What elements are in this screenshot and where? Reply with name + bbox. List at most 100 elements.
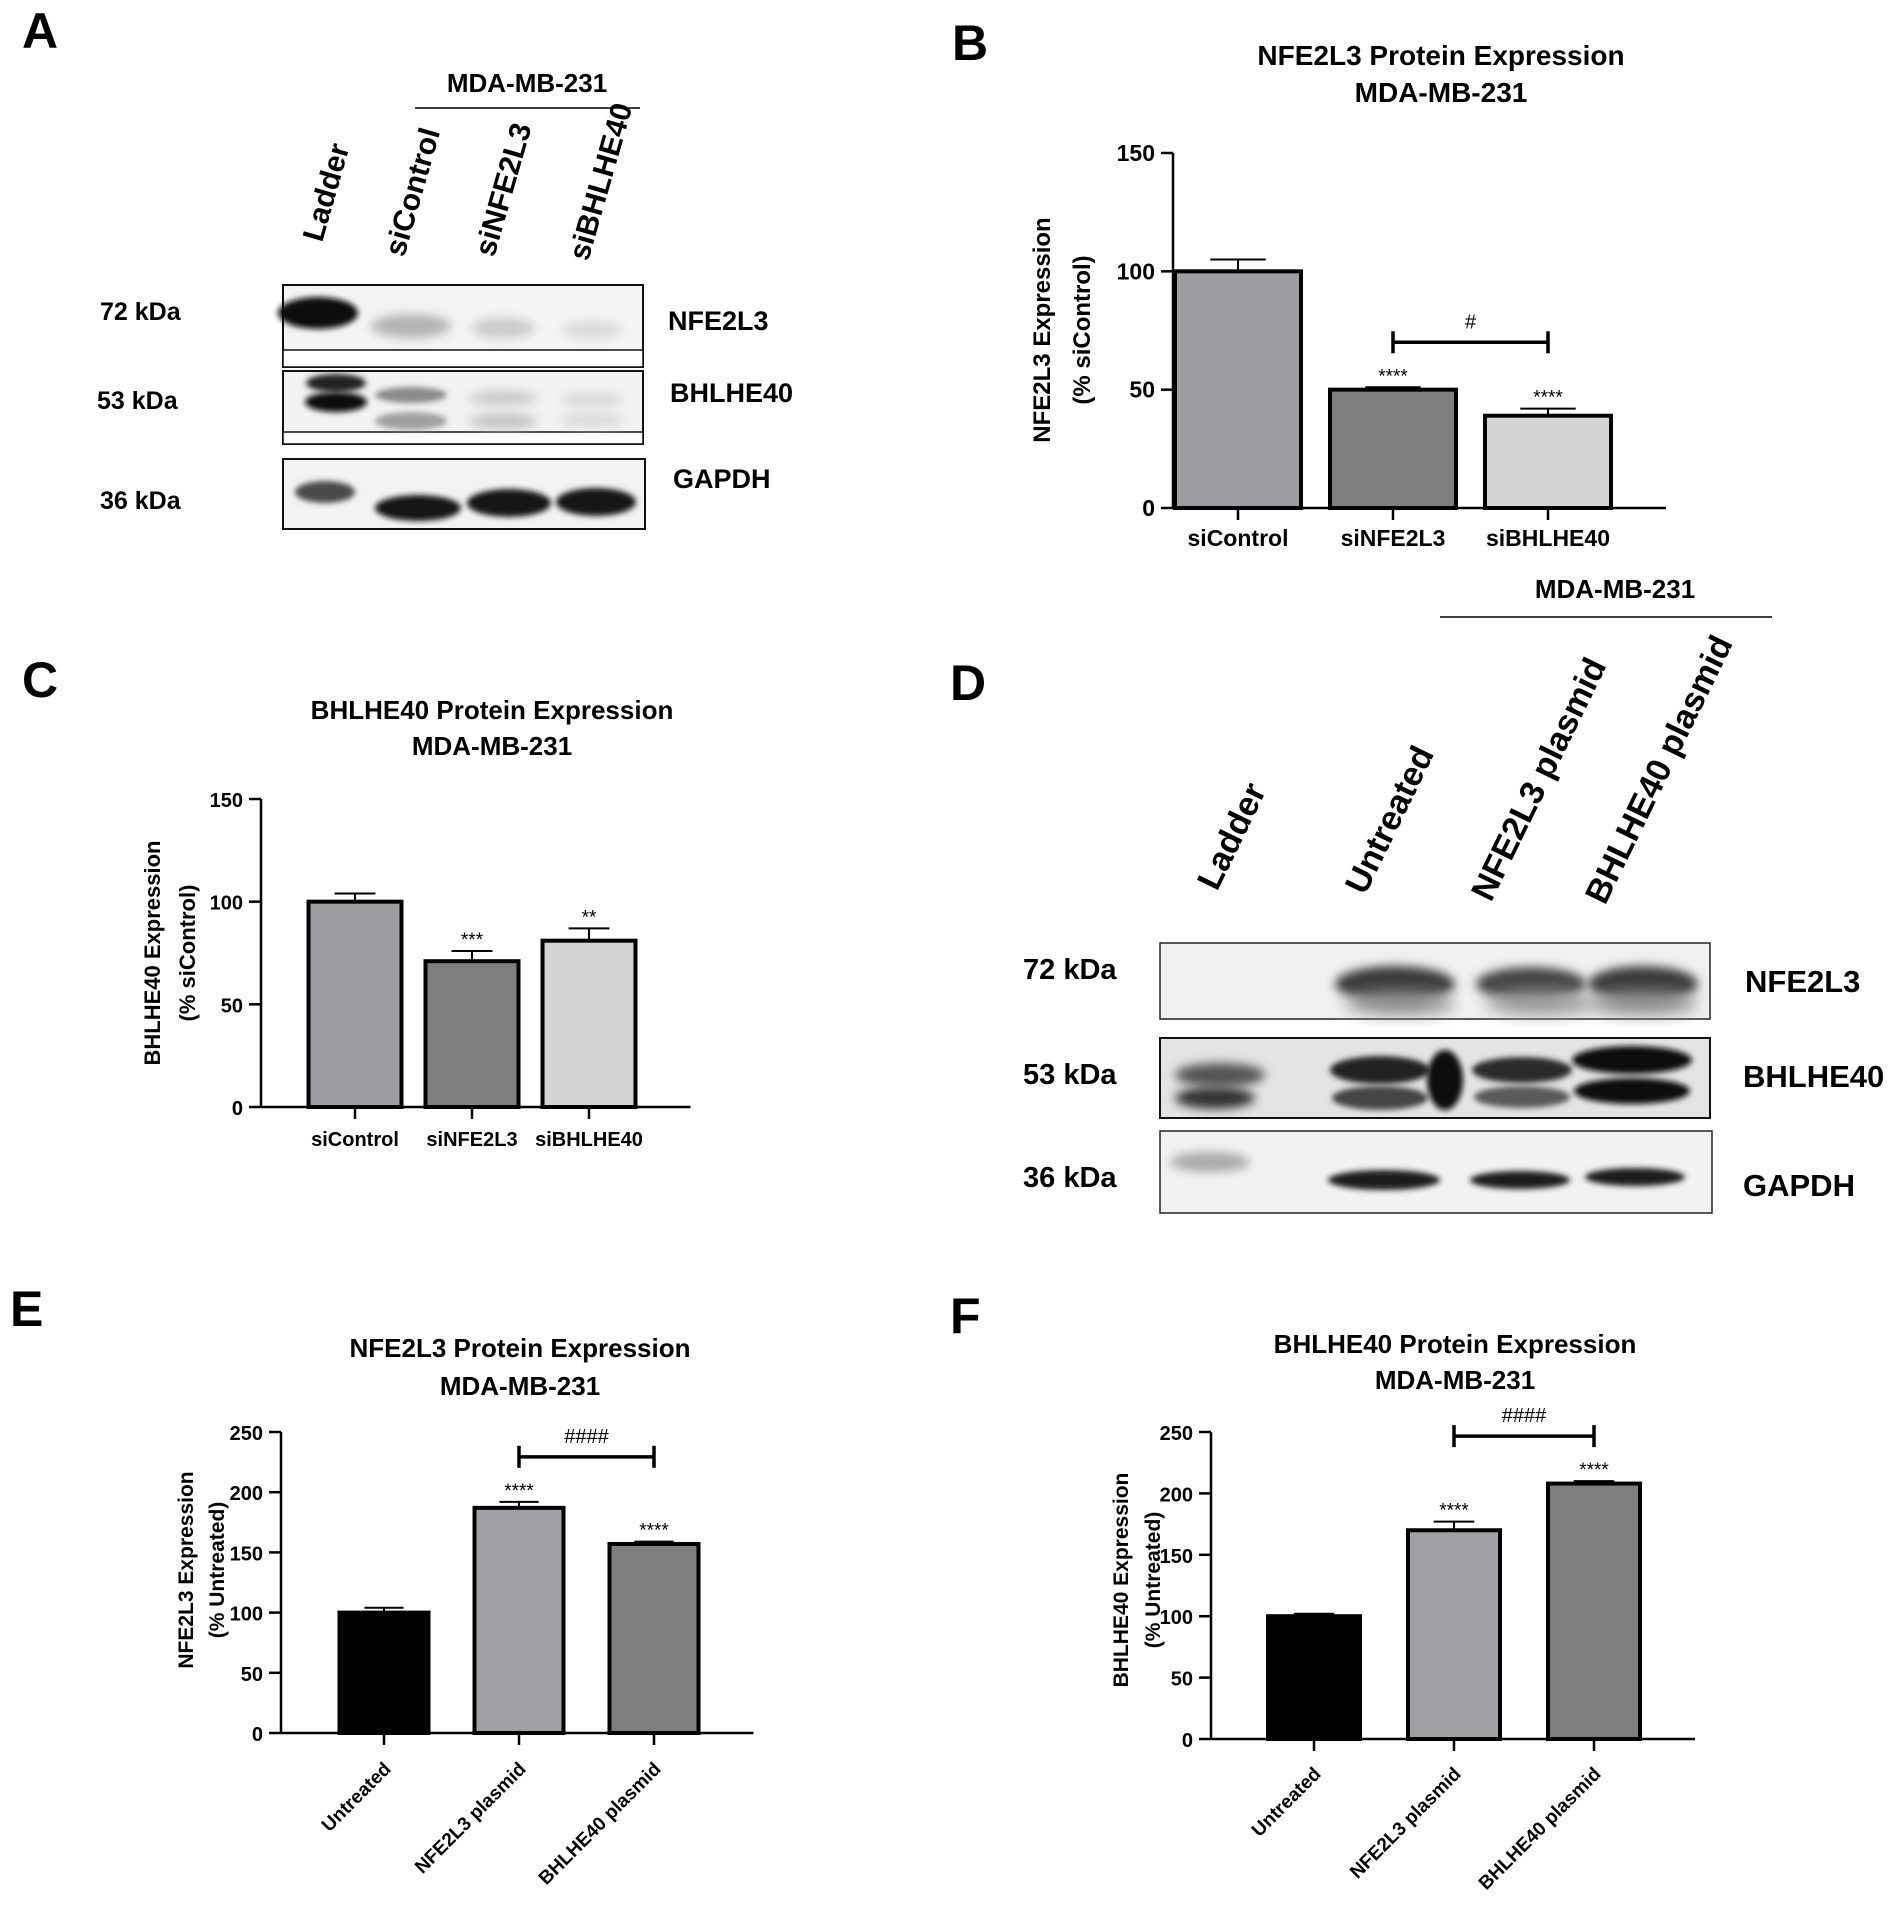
chart-b-category-label: siControl — [1188, 525, 1289, 551]
chart-b-category-label: siNFE2L3 — [1341, 525, 1446, 551]
panel-label-e: E — [10, 1281, 43, 1337]
blot-a-strip-nfe2l3 — [278, 284, 644, 368]
chart-b-ytick-label: 100 — [1117, 258, 1155, 284]
chart-e-significance: **** — [504, 1481, 534, 1502]
blot-a-protein-nfe2l3: NFE2L3 — [668, 306, 769, 336]
chart-f-ytick-label: 200 — [1160, 1484, 1193, 1506]
blot-a-strip-bhlhe40 — [282, 370, 644, 445]
chart-f-ylabel: BHLHE40 Expression — [1110, 1473, 1133, 1688]
chart-e-ytick-label: 250 — [230, 1423, 263, 1445]
chart-b-ylabel-unit: (% siControl) — [1069, 255, 1096, 404]
chart-f-bar — [1406, 1528, 1502, 1741]
chart-e: NFE2L3 Protein Expression MDA-MB-231 NFE2L… — [175, 1333, 754, 1889]
chart-c-significance: ** — [582, 907, 597, 928]
panel-label-a: A — [22, 3, 58, 59]
panel-d-blot: D MDA-MB-231 Ladder Untreated NFE2L3 pla… — [950, 574, 1884, 1214]
chart-f-bar — [1266, 1614, 1362, 1741]
chart-f-category-label: NFE2L3 plasmid — [1346, 1764, 1465, 1883]
chart-c-category-label: siBHLHE40 — [535, 1129, 643, 1151]
blot-d-strip-gapdh — [1159, 1130, 1713, 1214]
chart-c-subtitle: MDA-MB-231 — [412, 731, 572, 761]
panel-label-d: D — [950, 655, 986, 711]
blot-d-cell-line: MDA-MB-231 — [1535, 574, 1695, 604]
chart-c-category-label: siNFE2L3 — [426, 1129, 517, 1151]
chart-f-bar — [1546, 1481, 1642, 1742]
chart-f-comparison-label: #### — [1502, 1405, 1547, 1427]
chart-e-bar — [472, 1505, 566, 1736]
chart-f-ytick-label: 250 — [1160, 1423, 1193, 1445]
chart-b: NFE2L3 Protein Expression MDA-MB-231 NFE2L… — [1029, 40, 1666, 551]
chart-c: BHLHE40 Protein Expression MDA-MB-231 BHLH… — [140, 695, 691, 1151]
chart-b-significance: **** — [1378, 366, 1408, 387]
chart-c-ytick-label: 0 — [232, 1098, 243, 1120]
chart-f-category-label: Untreated — [1248, 1764, 1326, 1842]
blot-a-cell-line: MDA-MB-231 — [447, 68, 607, 98]
blot-d-strip-nfe2l3 — [1159, 942, 1711, 1020]
chart-e-subtitle: MDA-MB-231 — [440, 1371, 600, 1401]
chart-c-title: BHLHE40 Protein Expression — [311, 695, 674, 725]
panel-a-blot: A MDA-MB-231 Ladder siControl siNFE2L3 s… — [22, 3, 793, 530]
chart-c-bar — [306, 899, 404, 1110]
chart-e-significance: **** — [639, 1521, 669, 1542]
chart-e-ytick-label: 200 — [230, 1483, 263, 1505]
chart-c-ylabel-unit: (% siControl) — [175, 885, 200, 1022]
blot-d-marker-36: 36 kDa — [1023, 1162, 1117, 1194]
blot-d-protein-gapdh: GAPDH — [1743, 1168, 1855, 1203]
chart-b-ytick-label: 50 — [1129, 377, 1155, 403]
chart-f-ytick-label: 50 — [1171, 1669, 1193, 1691]
chart-e-comparison-label: #### — [564, 1426, 609, 1448]
chart-f-title: BHLHE40 Protein Expression — [1274, 1329, 1637, 1359]
blot-a-lane-sibhlhe40: siBHLHE40 — [563, 99, 639, 264]
panel-label-f: F — [950, 1288, 981, 1344]
chart-e-ytick-label: 50 — [241, 1664, 263, 1686]
chart-f-significance: **** — [1439, 1501, 1469, 1522]
chart-e-ylabel-unit: (% Untreated) — [206, 1502, 229, 1639]
chart-e-ytick-label: 0 — [252, 1724, 263, 1746]
chart-c-category-label: siControl — [311, 1129, 399, 1151]
panel-label-b: B — [952, 15, 988, 71]
blot-a-lane-sinfe2l3: siNFE2L3 — [469, 119, 538, 260]
chart-e-ytick-label: 100 — [230, 1604, 263, 1626]
blot-d-marker-72: 72 kDa — [1023, 954, 1117, 986]
chart-c-significance: *** — [461, 930, 484, 951]
chart-c-ylabel: BHLHE40 Expression — [140, 841, 165, 1066]
chart-b-bar — [1173, 269, 1303, 511]
blot-a-protein-gapdh: GAPDH — [673, 464, 771, 494]
chart-b-ylabel: NFE2L3 Expression — [1029, 217, 1056, 442]
chart-f-subtitle: MDA-MB-231 — [1375, 1365, 1535, 1395]
blot-a-strip-gapdh — [282, 458, 646, 530]
chart-f-ylabel-unit: (% Untreated) — [1142, 1512, 1165, 1649]
chart-b-bar — [1328, 387, 1458, 510]
chart-b-title: NFE2L3 Protein Expression — [1257, 40, 1624, 71]
chart-b-ytick-label: 0 — [1142, 495, 1155, 521]
chart-e-ylabel: NFE2L3 Expression — [175, 1471, 198, 1668]
blot-a-protein-bhlhe40: BHLHE40 — [670, 378, 793, 408]
chart-e-ytick-label: 150 — [230, 1543, 263, 1565]
chart-e-category-label: Untreated — [318, 1759, 396, 1837]
chart-b-significance: **** — [1533, 388, 1563, 409]
chart-e-bar — [337, 1610, 431, 1735]
chart-c-bar — [423, 959, 521, 1109]
blot-d-lane-ladder: Ladder — [1190, 777, 1274, 896]
blot-d-strip-bhlhe40 — [1159, 1037, 1711, 1119]
chart-f-ytick-label: 150 — [1160, 1546, 1193, 1568]
chart-b-category-label: siBHLHE40 — [1486, 525, 1610, 551]
chart-f: BHLHE40 Protein Expression MDA-MB-231 BHLH… — [1110, 1329, 1695, 1894]
chart-e-category-label: NFE2L3 plasmid — [411, 1759, 530, 1878]
chart-c-ytick-label: 100 — [210, 893, 243, 915]
chart-b-ytick-label: 150 — [1117, 140, 1155, 166]
chart-e-bar — [607, 1541, 701, 1736]
chart-b-comparison-label: # — [1465, 311, 1477, 333]
chart-f-ytick-label: 100 — [1160, 1607, 1193, 1629]
blot-a-marker-36: 36 kDa — [100, 487, 182, 515]
chart-e-category-label: BHLHE40 plasmid — [535, 1759, 666, 1890]
blot-d-protein-bhlhe40: BHLHE40 — [1743, 1059, 1884, 1094]
chart-f-ytick-label: 0 — [1182, 1730, 1193, 1752]
chart-f-category-label: BHLHE40 plasmid — [1475, 1764, 1606, 1895]
chart-e-title: NFE2L3 Protein Expression — [350, 1333, 691, 1363]
blot-a-marker-72: 72 kDa — [100, 298, 182, 326]
blot-a-lane-sicontrol: siControl — [379, 124, 447, 260]
chart-c-ytick-label: 150 — [210, 790, 243, 812]
panel-label-c: C — [22, 652, 58, 708]
blot-a-marker-53: 53 kDa — [97, 387, 179, 415]
